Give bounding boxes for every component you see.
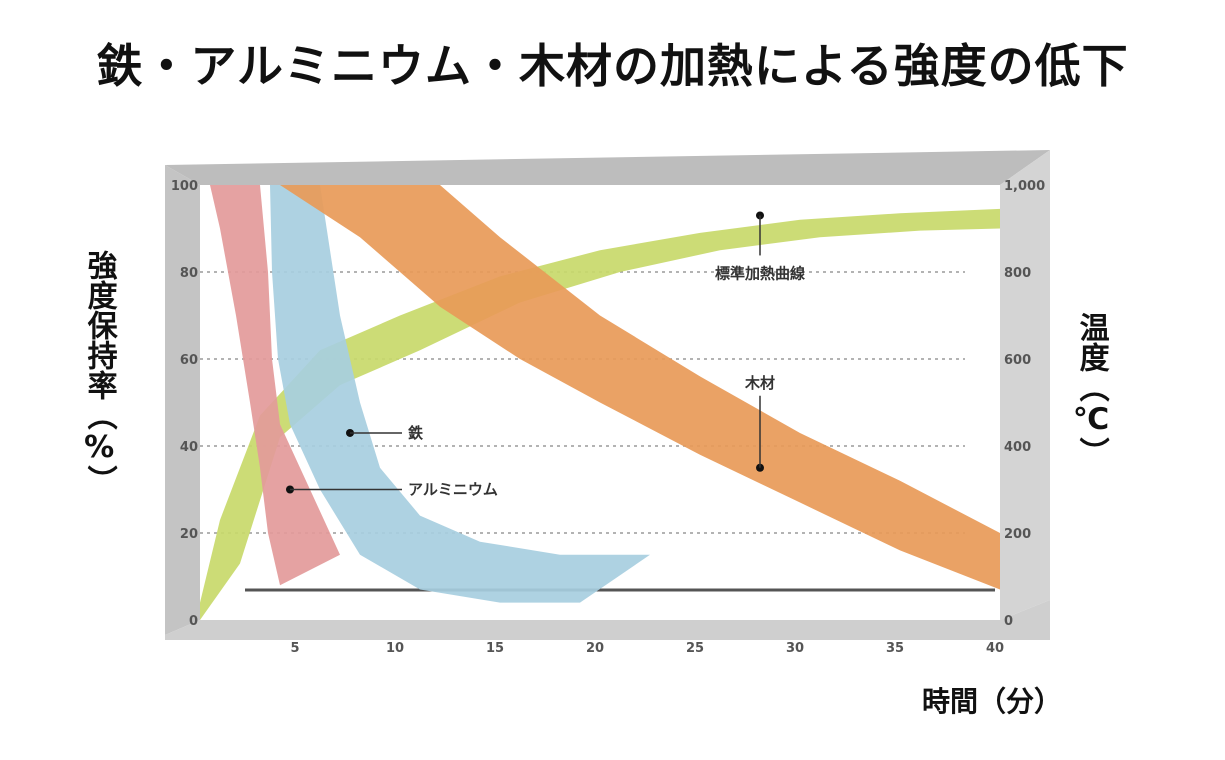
x-tick-label-0: 5 xyxy=(290,641,299,656)
band-series-2 xyxy=(270,185,650,603)
x-tick-label-1: 10 xyxy=(386,641,404,656)
plot-top-face xyxy=(165,150,1050,185)
x-tick-label-7: 40 xyxy=(986,641,1004,656)
data-bands xyxy=(200,185,1000,621)
annotation-label-1: 木材 xyxy=(744,374,775,392)
y-tick-label-right-3: 600 xyxy=(1004,353,1031,368)
y-tick-label-left-2: 40 xyxy=(180,440,198,455)
y-axis-label-left: 強度保持率（%） xyxy=(81,250,117,495)
x-tick-label-3: 20 xyxy=(586,641,604,656)
x-tick-label-6: 35 xyxy=(886,641,904,656)
band-series-3 xyxy=(280,185,1000,590)
x-tick-label-4: 25 xyxy=(686,641,704,656)
plot-left-face xyxy=(165,165,200,635)
y-tick-label-left-1: 20 xyxy=(180,527,198,542)
x-axis-label: 時間（分） xyxy=(922,685,1063,718)
y-tick-label-right-0: 0 xyxy=(1004,614,1013,629)
annotation-label-0: 標準加熱曲線 xyxy=(715,264,805,282)
y-axis-label-right: 温度（℃） xyxy=(1073,312,1109,467)
annotation-label-3: アルミニウム xyxy=(408,481,498,499)
plot-right-face xyxy=(1000,150,1050,620)
annotation-label-2: 鉄 xyxy=(408,424,423,442)
y-tick-label-right-1: 200 xyxy=(1004,527,1031,542)
x-tick-label-5: 30 xyxy=(786,641,804,656)
band-series-1 xyxy=(210,185,340,586)
tick-labels: 5 10 15 20 25 30 35 400204060801000200400600800… xyxy=(171,179,1045,656)
y-tick-label-right-2: 400 xyxy=(1004,440,1031,455)
y-tick-label-left-5: 100 xyxy=(171,179,198,194)
y-tick-label-left-4: 80 xyxy=(180,266,198,281)
y-tick-label-left-3: 60 xyxy=(180,353,198,368)
x-tick-label-2: 15 xyxy=(486,641,504,656)
y-tick-label-right-4: 800 xyxy=(1004,266,1031,281)
y-tick-label-right-5: 1,000 xyxy=(1004,179,1045,194)
y-tick-label-left-0: 0 xyxy=(189,614,198,629)
chart-title: 鉄・アルミニウム・木材の加熱による強度の低下 xyxy=(96,39,1129,93)
